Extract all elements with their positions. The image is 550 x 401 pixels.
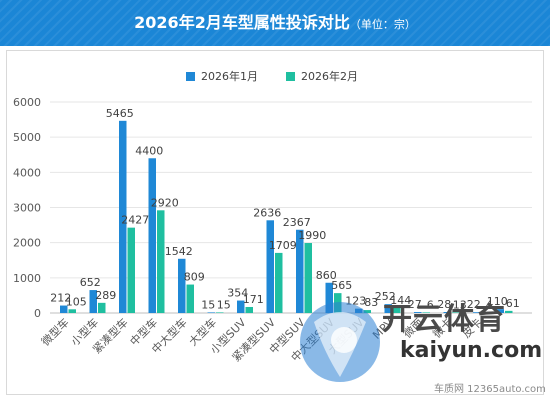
legend-swatch [286, 72, 295, 81]
x-tick-label: 皮卡 [460, 316, 485, 341]
bar-value-label: 4 [486, 298, 493, 311]
y-tick-label: 2000 [13, 237, 41, 250]
bar-jan [443, 312, 451, 313]
y-tick-label: 3000 [13, 202, 41, 215]
bar-jan [296, 229, 304, 313]
bar-extra [496, 309, 504, 313]
bar-value-label: 5465 [106, 107, 134, 120]
bar-jan [384, 304, 392, 313]
bar-feb [157, 210, 165, 313]
plot-border [6, 50, 544, 395]
y-tick-label: 4000 [13, 166, 41, 179]
x-tick-label: 微型车 [38, 315, 71, 348]
chart-title-unit: （单位：宗） [349, 18, 416, 31]
bar-feb [452, 312, 460, 313]
bar-feb [68, 309, 76, 313]
bar-value-label: 144 [390, 294, 411, 307]
x-tick-label: 微卡 [430, 315, 455, 340]
bar-value-label: 4400 [135, 144, 163, 157]
bar-value-label: 27 [408, 298, 422, 311]
bar-value-label: 860 [316, 269, 337, 282]
bar-value-label: 2920 [151, 196, 179, 209]
bar-jan [266, 220, 274, 313]
y-tick-label: 6000 [13, 96, 41, 109]
bar-feb [393, 307, 401, 313]
bar-jan [60, 305, 68, 313]
bar-jan [89, 290, 97, 313]
bar-feb [127, 227, 135, 313]
bar-feb [304, 243, 312, 313]
bar-feb [275, 252, 283, 313]
bar-value-label: 1990 [298, 229, 326, 242]
legend-swatch [186, 72, 195, 81]
title-bar: 2026年2月车型属性投诉对比（单位：宗） [0, 0, 550, 46]
legend-label: 2026年1月 [201, 69, 258, 83]
bar-value-label: 15 [217, 298, 231, 311]
bar-value-label: 2636 [253, 206, 281, 219]
chart-title-main: 2026年2月车型属性投诉对比 [134, 13, 350, 32]
bar-feb [422, 312, 430, 313]
bar-value-label: 110 [487, 295, 508, 308]
bar-value-label: 1542 [165, 245, 193, 258]
chart-title: 2026年2月车型属性投诉对比（单位：宗） [0, 0, 550, 46]
legend-label: 2026年2月 [301, 69, 358, 83]
bar-jan [148, 158, 156, 313]
bar-feb [481, 312, 489, 313]
bar-value-label: 652 [80, 276, 101, 289]
bar-value-label: 6 [427, 298, 434, 311]
bar-value-label: 289 [95, 289, 116, 302]
bar-feb [334, 293, 342, 313]
bar-value-label: 61 [506, 297, 520, 310]
bar-jan [237, 300, 245, 313]
x-tick-label: MPV [370, 316, 396, 342]
bar-value-label: 171 [243, 293, 264, 306]
bar-value-label: 123 [345, 295, 366, 308]
bar-feb [186, 284, 194, 313]
bar-value-label: 2427 [121, 214, 149, 227]
bar-value-label: 354 [227, 287, 248, 300]
x-tick-label: 微面 [400, 315, 425, 340]
bar-jan [325, 282, 333, 313]
bar-value-label: 565 [331, 279, 352, 292]
bar-jan [178, 258, 186, 313]
bar-value-label: 13 [453, 298, 467, 311]
bar-jan [473, 312, 481, 313]
bar-extra [505, 310, 513, 313]
bar-feb [245, 306, 253, 313]
bar-value-label: 28 [437, 298, 451, 311]
y-tick-label: 5000 [13, 131, 41, 144]
title-bar-pattern [0, 0, 550, 46]
bar-jan [414, 312, 422, 313]
bar-value-label: 212 [50, 292, 71, 305]
bar-value-label: 2367 [283, 216, 311, 229]
bar-value-label: 252 [375, 290, 396, 303]
bar-feb [98, 302, 106, 313]
bar-value-label: 15 [201, 298, 215, 311]
bar-value-label: 1709 [269, 239, 297, 252]
bar-jan [207, 312, 215, 313]
y-tick-label: 1000 [13, 272, 41, 285]
y-tick-label: 0 [34, 307, 41, 320]
bar-value-label: 809 [184, 271, 205, 284]
bar-feb [216, 312, 224, 313]
bar-jan [119, 120, 127, 313]
bar-feb [363, 310, 371, 313]
bar-jan [355, 308, 363, 313]
bar-value-label: 22 [467, 298, 481, 311]
bar-value-label: 105 [66, 295, 87, 308]
